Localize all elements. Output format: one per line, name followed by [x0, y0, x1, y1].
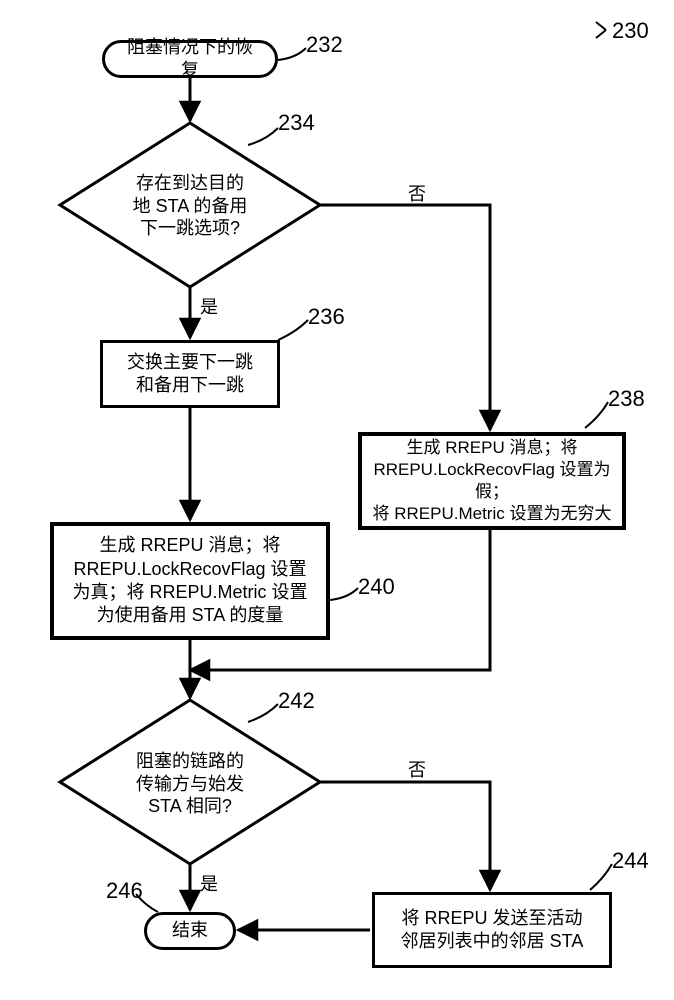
label-234-no: 否 [408, 180, 426, 206]
label-234-yes: 是 [200, 293, 218, 319]
node-232-start: 阻塞情况下的恢复 [102, 40, 278, 78]
label-242-no: 否 [408, 756, 426, 782]
node-240-rrepu-true: 生成 RREPU 消息；将 RREPU.LockRecovFlag 设置 为真；… [50, 522, 330, 640]
ref-232: 232 [306, 32, 343, 58]
node-234-decision: 存在到达目的 地 STA 的备用 下一跳选项? [110, 172, 270, 240]
ref-234: 234 [278, 110, 315, 136]
node-238-rrepu-false: 生成 RREPU 消息；将 RREPU.LockRecovFlag 设置为假； … [358, 432, 626, 530]
label-242-yes: 是 [200, 870, 218, 896]
node-244-send-rrepu: 将 RREPU 发送至活动 邻居列表中的邻居 STA [372, 892, 612, 968]
ref-238: 238 [608, 386, 645, 412]
ref-236: 236 [308, 304, 345, 330]
node-246-end: 结束 [144, 912, 236, 950]
ref-244: 244 [612, 848, 649, 874]
ref-246: 246 [106, 878, 143, 904]
node-242-decision: 阻塞的链路的 传输方与始发 STA 相同? [110, 750, 270, 818]
ref-240: 240 [358, 574, 395, 600]
figure-ref-230: 230 [612, 18, 649, 44]
node-236-swap: 交换主要下一跳 和备用下一跳 [100, 340, 280, 408]
ref-242: 242 [278, 688, 315, 714]
